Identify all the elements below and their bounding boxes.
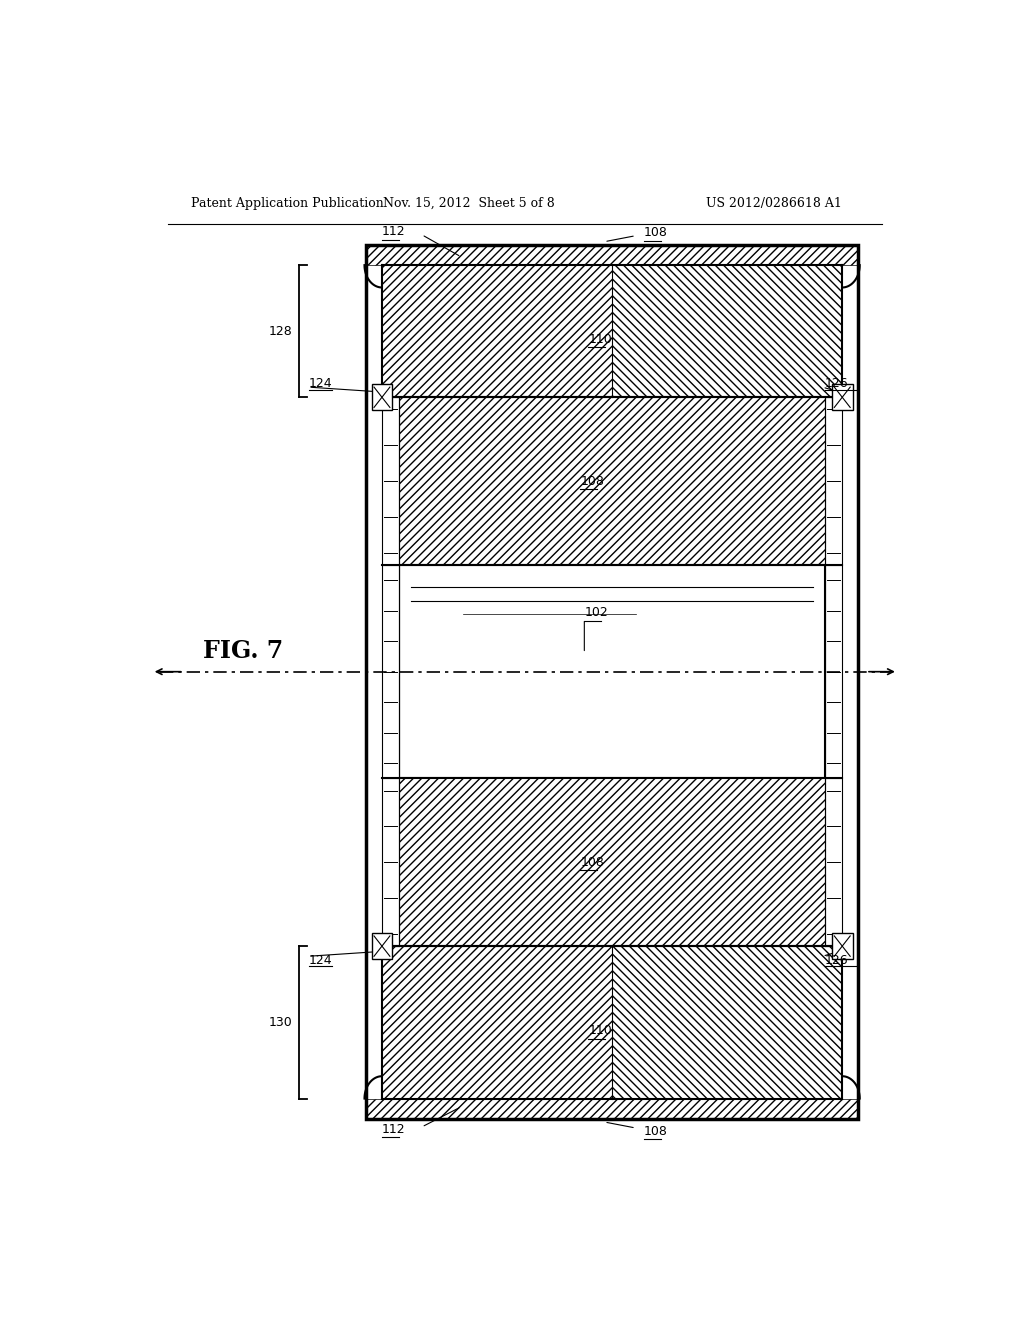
Bar — [382, 779, 842, 946]
Bar — [824, 779, 842, 946]
Bar — [382, 397, 399, 565]
Bar — [367, 265, 382, 1098]
Text: 108: 108 — [581, 475, 604, 487]
Text: 102: 102 — [585, 606, 608, 619]
Bar — [382, 397, 842, 565]
Bar — [367, 244, 858, 265]
Bar — [382, 265, 612, 397]
Bar — [612, 946, 842, 1098]
Bar — [382, 779, 399, 946]
Text: 128: 128 — [268, 325, 292, 338]
Bar — [831, 933, 853, 960]
Text: 110: 110 — [588, 333, 612, 346]
Text: 108: 108 — [644, 226, 668, 239]
Bar — [372, 384, 392, 411]
Text: 124: 124 — [309, 376, 333, 389]
Text: 124: 124 — [309, 954, 333, 966]
Bar — [382, 397, 842, 565]
Bar — [382, 565, 399, 779]
Bar — [382, 265, 842, 397]
Bar — [824, 397, 842, 565]
Text: US 2012/0286618 A1: US 2012/0286618 A1 — [707, 197, 842, 210]
Bar — [831, 384, 853, 411]
Bar — [367, 244, 858, 1119]
Bar — [842, 265, 858, 1098]
Text: Patent Application Publication: Patent Application Publication — [191, 197, 384, 210]
Bar — [367, 244, 858, 265]
Text: 108: 108 — [644, 1125, 668, 1138]
Text: Nov. 15, 2012  Sheet 5 of 8: Nov. 15, 2012 Sheet 5 of 8 — [383, 197, 555, 210]
Bar — [382, 946, 612, 1098]
Bar — [399, 565, 824, 779]
Bar — [382, 946, 842, 1098]
Text: 112: 112 — [382, 226, 406, 238]
Bar — [372, 933, 392, 960]
Bar — [612, 265, 842, 397]
Bar — [824, 565, 842, 779]
Bar — [367, 1098, 858, 1119]
Text: 130: 130 — [268, 1016, 292, 1028]
Text: 126: 126 — [824, 954, 849, 966]
Bar — [382, 779, 842, 946]
Text: 112: 112 — [382, 1122, 406, 1135]
Bar — [367, 1098, 858, 1119]
Text: 126: 126 — [824, 376, 849, 389]
Text: 110: 110 — [588, 1024, 612, 1038]
Text: 108: 108 — [581, 855, 604, 869]
Text: FIG. 7: FIG. 7 — [203, 639, 284, 664]
